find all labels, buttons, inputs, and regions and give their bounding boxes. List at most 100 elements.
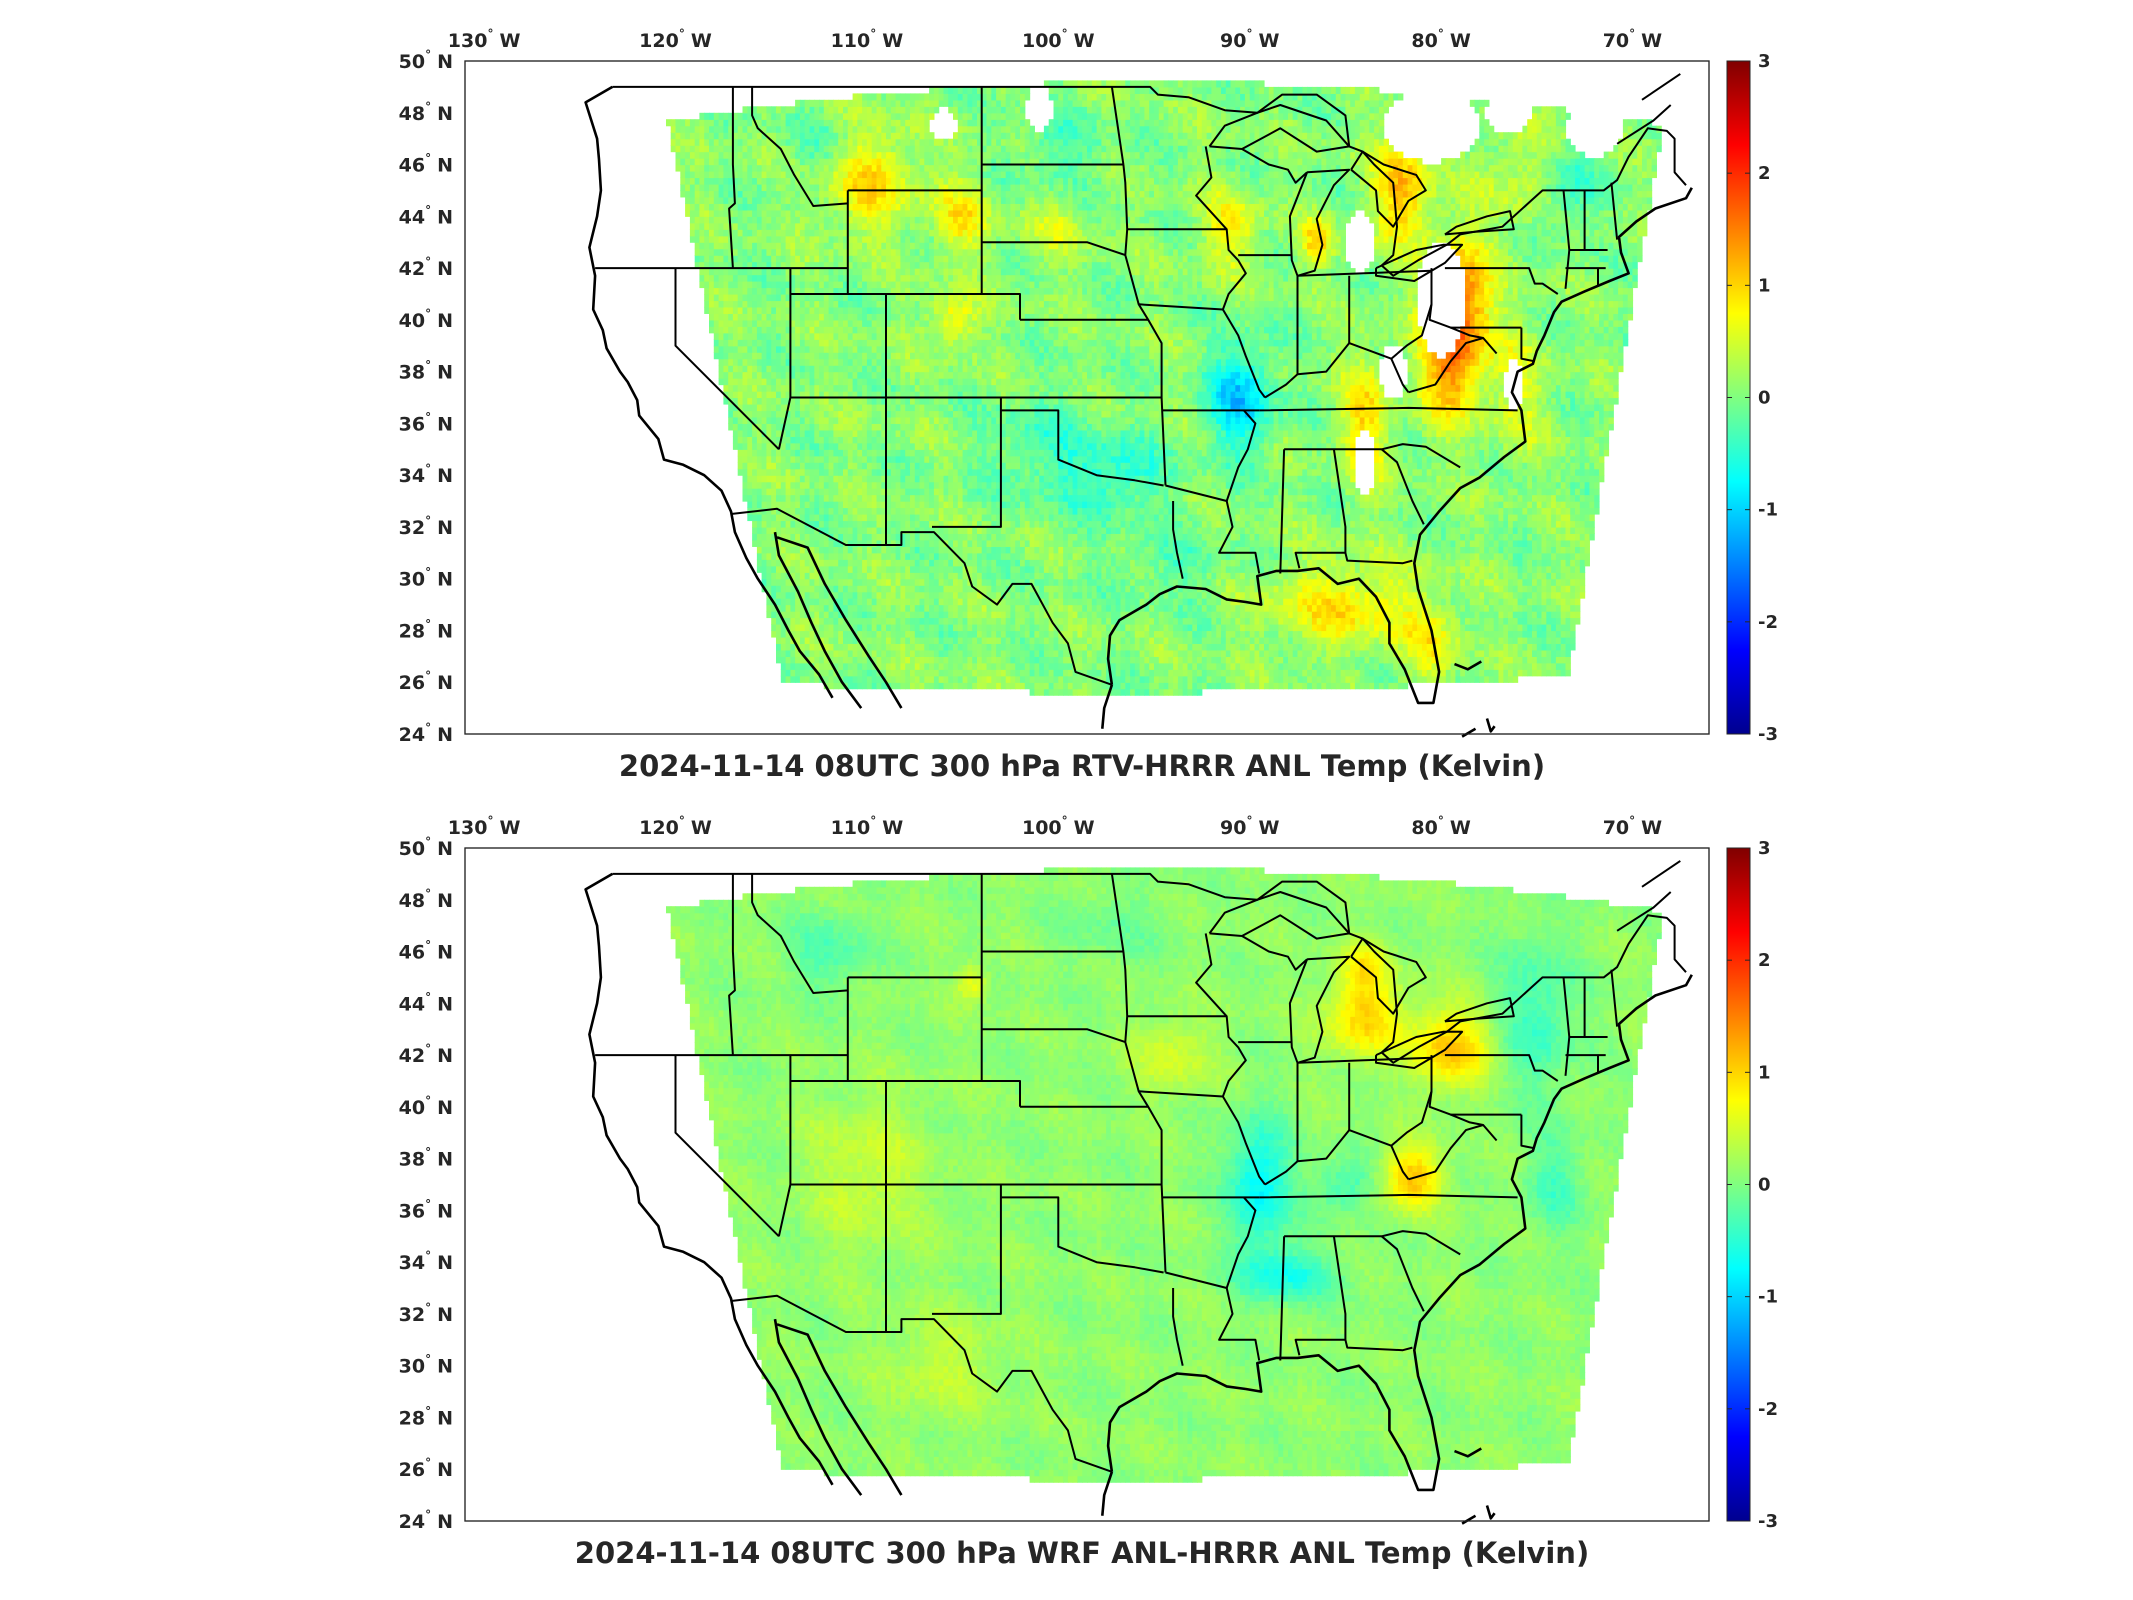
lat-tick-label: 26° N [399,669,453,694]
panel-title-top: 2024-11-14 08UTC 300 hPa RTV-HRRR ANL Te… [619,749,1545,783]
lat-tick: 46° N [399,152,453,177]
lat-tick: 46° N [399,939,453,964]
lon-tick: 120° W [639,814,712,839]
lon-tick: 130° W [448,27,521,52]
map-axes-bottom [465,848,1709,1524]
lon-ticks-bottom: 130° W 120° W 110° W 100° W 90° W 80° W 70° W [448,814,1662,839]
lat-tick-label: 46° N [399,152,453,177]
lon-tick: 90° W [1220,814,1279,839]
lat-tick-label: 48° N [399,887,453,912]
lon-tick-label: 130° W [448,814,521,839]
lon-tick: 110° W [831,27,904,52]
colorbar-tick-label: 2 [1758,163,1771,184]
lon-tick-label: 120° W [639,814,712,839]
lat-tick: 38° N [399,359,453,384]
lat-tick-label: 32° N [399,514,453,539]
lat-tick-label: 46° N [399,939,453,964]
lat-tick-label: 30° N [399,566,453,591]
lat-tick: 26° N [399,669,453,694]
lon-tick: 100° W [1022,27,1095,52]
lon-tick: 110° W [831,814,904,839]
lon-tick-label: 80° W [1411,27,1470,52]
lat-tick-label: 36° N [399,410,453,435]
lat-tick-label: 24° N [399,721,453,746]
colorbar-tick-label: -3 [1758,1511,1778,1532]
lat-tick: 36° N [399,1197,453,1222]
lat-tick-label: 44° N [399,203,453,228]
lat-tick: 42° N [399,1042,453,1067]
colorbar-tick-label: 0 [1758,1175,1771,1196]
lat-tick: 48° N [399,887,453,912]
lat-tick: 24° N [399,1508,453,1533]
lat-tick: 36° N [399,410,453,435]
lat-tick: 48° N [399,100,453,125]
lon-tick-label: 90° W [1220,27,1279,52]
colorbar-tick-label: 2 [1758,950,1771,971]
lon-tick: 130° W [448,814,521,839]
lon-tick-label: 110° W [831,27,904,52]
lat-tick: 50° N [399,835,453,860]
lon-ticks-top: 130° W 120° W 110° W 100° W 90° W 80° W 70° W [448,27,1662,52]
lon-tick: 70° W [1603,814,1662,839]
lat-tick-label: 42° N [399,1042,453,1067]
lon-tick-label: 70° W [1603,814,1662,839]
lon-tick: 80° W [1411,814,1470,839]
colorbar-tick-label: 1 [1758,275,1771,296]
lat-tick-label: 28° N [399,1405,453,1430]
lat-tick-label: 48° N [399,100,453,125]
lat-tick-label: 38° N [399,1146,453,1171]
lat-tick: 28° N [399,618,453,643]
lat-tick-label: 28° N [399,618,453,643]
colorbar-tick-label: 3 [1758,51,1771,72]
lat-tick-label: 42° N [399,255,453,280]
lon-tick: 100° W [1022,814,1095,839]
lon-tick-label: 80° W [1411,814,1470,839]
lon-tick-label: 100° W [1022,27,1095,52]
lat-ticks-bottom: 50° N 48° N 46° N 44° N 42° N 40° N 38° N 36° N 34° N 32° N… [399,835,453,1533]
lat-tick-label: 50° N [399,48,453,73]
lat-tick-label: 26° N [399,1456,453,1481]
colorbar-tick-label: -1 [1758,500,1778,521]
lat-tick: 32° N [399,1301,453,1326]
lat-tick-label: 34° N [399,1249,453,1274]
lat-tick: 42° N [399,255,453,280]
lon-tick-label: 120° W [639,27,712,52]
panel-top: 130° W 120° W 110° W 100° W 90° W 80° W 70° W 50° N 48°… [399,27,1778,783]
lon-tick: 90° W [1220,27,1279,52]
lat-tick-label: 38° N [399,359,453,384]
lat-tick: 30° N [399,1353,453,1378]
lon-tick-label: 70° W [1603,27,1662,52]
colorbar-tick-label: -2 [1758,612,1778,633]
lat-tick: 26° N [399,1456,453,1481]
lat-tick: 40° N [399,307,453,332]
lat-tick-label: 32° N [399,1301,453,1326]
lat-tick-label: 40° N [399,1094,453,1119]
lat-tick: 30° N [399,566,453,591]
lat-tick-label: 50° N [399,835,453,860]
lat-tick: 50° N [399,48,453,73]
lat-tick: 34° N [399,462,453,487]
lat-tick-label: 36° N [399,1197,453,1222]
colorbar-tick-label: 3 [1758,838,1771,859]
colorbar-tick-label: -3 [1758,724,1778,745]
lat-tick-label: 44° N [399,990,453,1015]
lon-tick-label: 100° W [1022,814,1095,839]
lat-tick: 24° N [399,721,453,746]
colorbar-tick-label: -2 [1758,1399,1778,1420]
lon-tick: 70° W [1603,27,1662,52]
colorbar-tick-label: 1 [1758,1062,1771,1083]
lat-tick: 32° N [399,514,453,539]
lat-tick-label: 34° N [399,462,453,487]
lat-tick: 40° N [399,1094,453,1119]
lon-tick-label: 130° W [448,27,521,52]
lon-tick: 80° W [1411,27,1470,52]
lon-tick-label: 90° W [1220,814,1279,839]
map-axes-top [465,61,1709,737]
lat-tick: 44° N [399,990,453,1015]
lat-tick: 44° N [399,203,453,228]
lon-tick: 120° W [639,27,712,52]
panel-bottom: 130° W 120° W 110° W 100° W 90° W 80° W 70° W 50° N 48°… [399,814,1778,1570]
lat-ticks-top: 50° N 48° N 46° N 44° N 42° N 40° N 38° N 36° N 34° N 32° N… [399,48,453,746]
